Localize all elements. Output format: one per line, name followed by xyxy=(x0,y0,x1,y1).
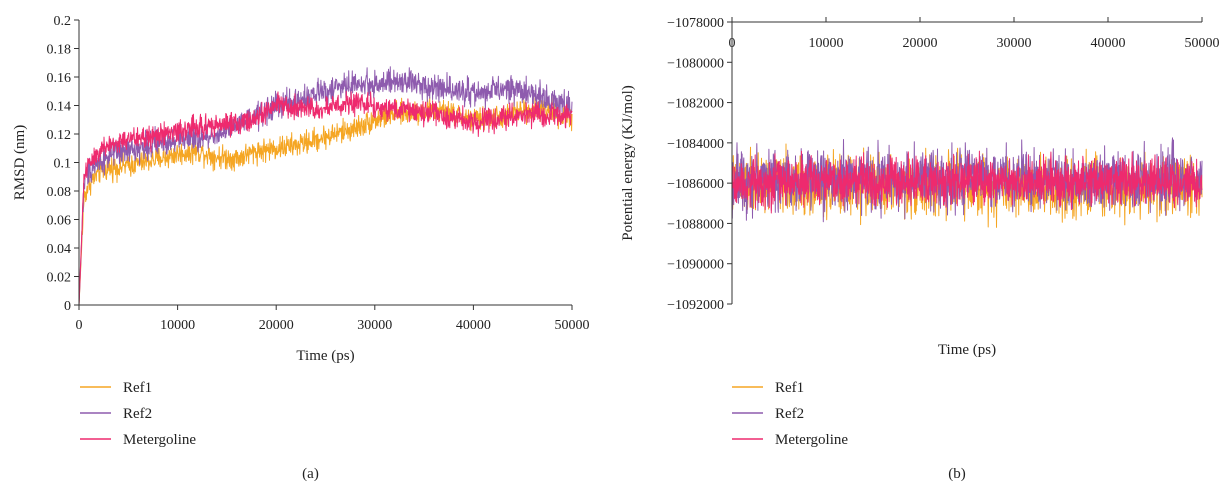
y-tick-label: 0.16 xyxy=(47,71,72,86)
x-tick-label: 50000 xyxy=(555,318,590,333)
legend-a: Ref1 Ref2 Metergoline xyxy=(80,380,196,448)
x-axis-label-a: Time (ps) xyxy=(296,348,354,364)
x-tick-label: 0 xyxy=(76,318,83,333)
panel-label-b: (b) xyxy=(948,466,966,482)
y-tick-label: 0.2 xyxy=(54,14,72,29)
y-tick-label: −1086000 xyxy=(667,177,724,192)
x-tick-label: 40000 xyxy=(1091,36,1126,51)
panel-label-a: (a) xyxy=(302,466,319,482)
y-tick-label: 0.08 xyxy=(47,185,72,200)
series-line-ref2 xyxy=(78,66,573,306)
x-axis-label-b: Time (ps) xyxy=(938,342,996,358)
y-axis-label-a: RMSD (nm) xyxy=(12,125,28,200)
x-tick-label: 10000 xyxy=(160,318,195,333)
legend-label: Ref1 xyxy=(775,380,804,396)
legend-label: Ref1 xyxy=(123,380,152,396)
y-tick-label: −1080000 xyxy=(667,56,724,71)
y-tick-label: 0.14 xyxy=(47,100,72,115)
series-group-a xyxy=(78,66,573,306)
series-line-metergoline xyxy=(78,90,573,306)
y-tick-label: 0.18 xyxy=(47,43,72,58)
y-tick-label: 0 xyxy=(64,299,71,314)
legend-label: Ref2 xyxy=(123,406,152,422)
x-tick-label: 30000 xyxy=(997,36,1032,51)
x-ticks-b: 0 10000 20000 30000 40000 50000 xyxy=(729,17,1220,51)
y-tick-label: 0.06 xyxy=(47,214,72,229)
y-tick-label: 0.12 xyxy=(47,128,72,143)
y-tick-label: −1078000 xyxy=(667,16,724,31)
legend-label: Ref2 xyxy=(775,406,804,422)
x-tick-label: 50000 xyxy=(1185,36,1220,51)
x-tick-label: 20000 xyxy=(903,36,938,51)
legend-label: Metergoline xyxy=(775,432,848,448)
legend-b: Ref1 Ref2 Metergoline xyxy=(732,380,848,448)
x-tick-label: 30000 xyxy=(357,318,392,333)
legend-label: Metergoline xyxy=(123,432,196,448)
chart-panel-a: 00.020.040.060.080.10.120.140.160.180.2 … xyxy=(12,14,590,482)
x-tick-label: 20000 xyxy=(259,318,294,333)
y-ticks-b: −1078000 −1080000 −1082000 −1084000 −1086000… xyxy=(667,16,732,313)
x-tick-label: 40000 xyxy=(456,318,491,333)
x-tick-label: 10000 xyxy=(809,36,844,51)
y-tick-label: −1088000 xyxy=(667,217,724,232)
y-ticks-a: 0 0.02 0.04 0.06 0.08 0.1 0.12 0.14 0.16 0.18 0.2 xyxy=(47,14,79,314)
y-tick-label: −1092000 xyxy=(667,298,724,313)
series-line-metergoline xyxy=(731,150,1203,214)
y-tick-label: −1090000 xyxy=(667,258,724,273)
y-tick-label: −1082000 xyxy=(667,97,724,112)
y-tick-label: 0.02 xyxy=(47,271,72,286)
y-axis-label-b: Potential energy (KJ/mol) xyxy=(620,85,636,241)
series-group-b xyxy=(731,137,1203,228)
y-tick-label: −1084000 xyxy=(667,137,724,152)
series-line-ref1 xyxy=(78,95,573,306)
y-tick-label: 0.04 xyxy=(47,242,72,257)
x-tick-label: 0 xyxy=(729,36,736,51)
y-tick-label: 0.1 xyxy=(54,157,72,172)
chart-panel-b: −1078000 −1080000 −1082000 −1084000 −1086000… xyxy=(620,16,1220,482)
x-ticks-a: 0 10000 20000 30000 40000 50000 xyxy=(76,305,590,333)
